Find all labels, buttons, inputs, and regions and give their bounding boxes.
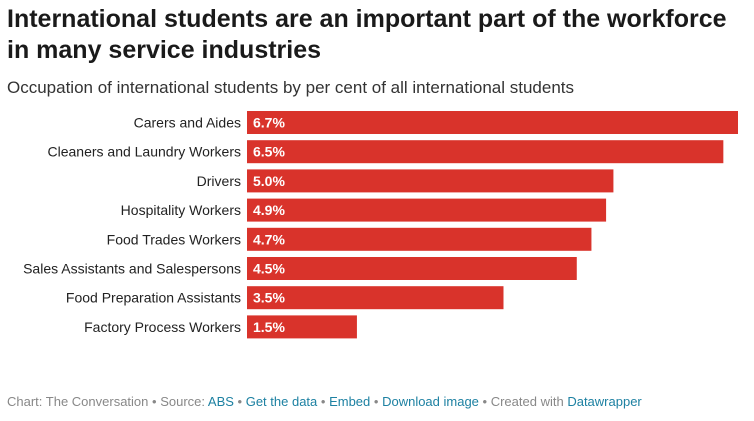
bar-value-label: 4.9%: [253, 202, 285, 218]
bar: [247, 111, 738, 134]
bar-value-label: 1.5%: [253, 319, 285, 335]
bar: [247, 286, 504, 310]
category-label: Hospitality Workers: [121, 202, 241, 218]
footer-separator: •: [320, 394, 330, 409]
bar-chart: Carers and Aides 6.7% Cleaners and Laundry…: [23, 111, 738, 339]
category-label: Sales Assistants and Salespersons: [23, 261, 241, 277]
source-link[interactable]: ABS: [207, 394, 234, 409]
embed-link[interactable]: Embed: [329, 394, 371, 409]
category-label: Cleaners and Laundry Workers: [47, 144, 241, 160]
datawrapper-link[interactable]: Datawrapper: [567, 394, 642, 409]
category-label: Carers and Aides: [134, 115, 241, 131]
bar-value-label: 5.0%: [253, 173, 285, 189]
chart-title: International students are an important …: [7, 5, 727, 64]
bar: [247, 198, 607, 222]
category-label: Food Preparation Assistants: [66, 290, 241, 306]
category-label: Drivers: [197, 173, 241, 189]
chart-footer: Chart: The Conversation • Source: ABS • …: [7, 394, 642, 409]
created-prefix: Created with: [490, 394, 564, 409]
source-prefix: Source:: [160, 394, 205, 409]
bar: [247, 227, 592, 251]
bar-value-label: 6.5%: [253, 144, 285, 160]
bar-value-label: 6.7%: [253, 115, 285, 131]
bar-value-label: 4.5%: [253, 261, 285, 277]
category-label: Food Trades Workers: [107, 231, 241, 247]
bar: [247, 315, 357, 339]
footer-separator: •: [237, 394, 246, 409]
download-image-link[interactable]: Download image: [382, 394, 479, 409]
get-data-link[interactable]: Get the data: [245, 394, 318, 409]
bar-value-label: 4.7%: [253, 231, 285, 247]
footer-separator: •: [373, 394, 383, 409]
bar-value-label: 3.5%: [253, 290, 285, 306]
bar: [247, 257, 577, 280]
category-label: Factory Process Workers: [84, 319, 241, 335]
bar: [247, 169, 614, 193]
footer-separator: •: [482, 394, 491, 409]
footer-separator: •: [152, 394, 161, 409]
chart-credit: Chart: The Conversation: [7, 394, 149, 409]
bar: [247, 140, 724, 164]
chart-subtitle: Occupation of international students by …: [7, 78, 575, 97]
